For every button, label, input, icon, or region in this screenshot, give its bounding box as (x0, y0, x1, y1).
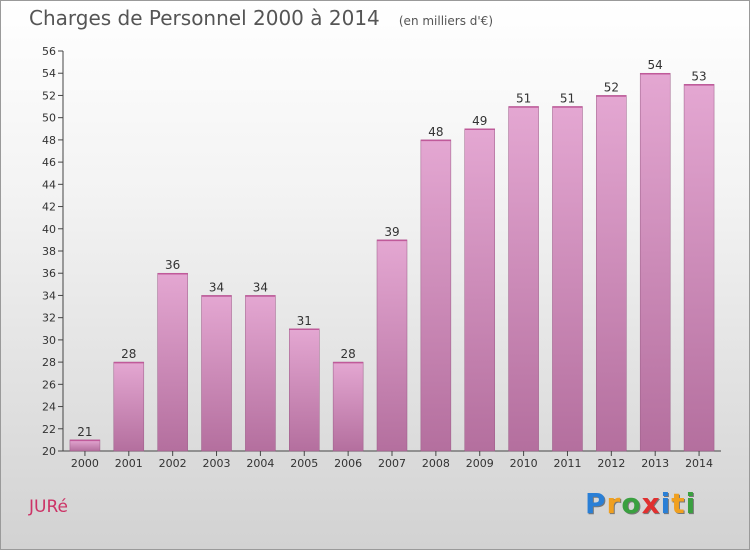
data-label: 28 (121, 347, 136, 361)
x-tick-label: 2010 (510, 457, 538, 470)
x-tick-label: 2007 (378, 457, 406, 470)
y-tick-label: 56 (42, 45, 56, 58)
y-tick-label: 28 (42, 356, 56, 369)
logo-letter: o (621, 487, 642, 520)
data-label: 31 (297, 314, 312, 328)
data-label: 39 (384, 225, 399, 239)
y-tick-label: 42 (42, 201, 56, 214)
bar (596, 95, 627, 452)
bar (552, 106, 583, 452)
bar (289, 328, 320, 452)
proxiti-logo: Proxiti (585, 487, 696, 520)
data-label: 34 (209, 280, 224, 294)
y-tick-label: 46 (42, 156, 56, 169)
bar (157, 272, 188, 452)
y-tick-label: 54 (42, 67, 56, 80)
data-label: 21 (77, 425, 92, 439)
x-tick-label: 2003 (203, 457, 231, 470)
y-tick-label: 20 (42, 445, 56, 458)
bar (464, 128, 495, 452)
title-row: Charges de Personnel 2000 à 2014 (en mil… (29, 6, 493, 30)
bar (245, 295, 276, 452)
data-label: 49 (472, 114, 487, 128)
data-label: 34 (253, 280, 268, 294)
y-tick-label: 38 (42, 245, 56, 258)
bar (113, 361, 145, 452)
y-tick-label: 22 (42, 423, 56, 436)
bar (201, 295, 232, 452)
y-tick-label: 50 (42, 112, 56, 125)
y-tick-label: 40 (42, 223, 56, 236)
logo-letter: i (660, 487, 672, 520)
y-tick-label: 24 (42, 401, 56, 414)
x-tick-label: 2005 (290, 457, 318, 470)
x-tick-label: 2011 (553, 457, 581, 470)
x-tick-label: 2013 (641, 457, 669, 470)
data-label: 48 (428, 125, 443, 139)
y-tick-label: 44 (42, 178, 56, 191)
x-tick-label: 2009 (466, 457, 494, 470)
x-tick-label: 2000 (71, 457, 99, 470)
data-label: 28 (340, 347, 355, 361)
y-tick-label: 52 (42, 89, 56, 102)
data-label: 51 (560, 92, 575, 106)
x-tick-label: 2006 (334, 457, 362, 470)
y-tick-label: 48 (42, 134, 56, 147)
chart-subtitle: (en milliers d'€) (398, 14, 493, 28)
data-label: 36 (165, 258, 180, 272)
bar (639, 72, 671, 452)
y-tick-label: 30 (42, 334, 56, 347)
logo-letter: t (671, 487, 686, 520)
x-tick-label: 2008 (422, 457, 450, 470)
data-label: 54 (648, 58, 663, 72)
x-tick-label: 2014 (685, 457, 713, 470)
chart-title: Charges de Personnel 2000 à 2014 (29, 6, 380, 30)
y-tick-label: 32 (42, 312, 56, 325)
logo-letter: r (606, 487, 622, 520)
bar (508, 106, 539, 452)
bar (376, 239, 408, 452)
data-label: 53 (691, 69, 706, 83)
data-label: 51 (516, 92, 531, 106)
x-tick-label: 2002 (159, 457, 187, 470)
x-tick-label: 2001 (115, 457, 143, 470)
x-tick-label: 2004 (246, 457, 274, 470)
y-tick-label: 36 (42, 267, 56, 280)
x-tick-label: 2012 (597, 457, 625, 470)
bar (683, 84, 715, 452)
bar (420, 139, 452, 452)
bar (332, 361, 364, 452)
logo-letter: x (641, 487, 661, 520)
bar (69, 439, 101, 452)
data-label: 52 (604, 80, 619, 94)
logo-letter: i (685, 487, 697, 520)
y-tick-label: 34 (42, 289, 56, 302)
y-tick-label: 26 (42, 378, 56, 391)
logo-letter: P (585, 487, 607, 520)
commune-name: JURé (29, 497, 68, 517)
